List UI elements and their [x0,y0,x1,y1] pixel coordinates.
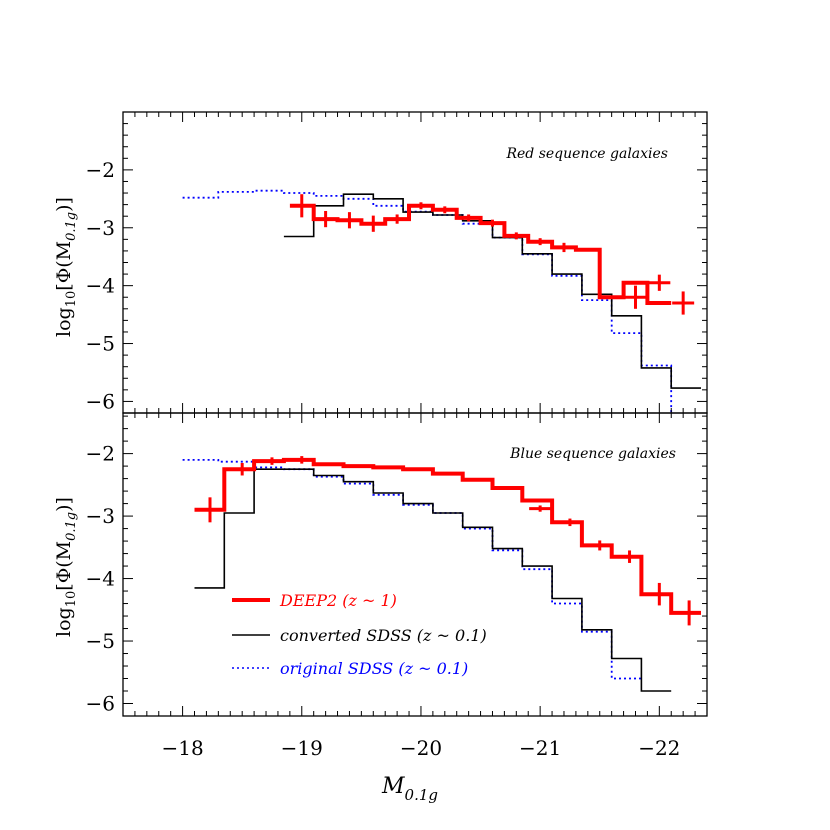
red-y-tick-label: −2 [86,158,115,182]
legend-label-original: original SDSS (z ~ 0.1) [280,659,468,678]
panels-layer: −2 −3 −4 −5 −6 −2 −3 −4 −5 −6 −18 −19 −20 −21 −22 [86,111,708,760]
blue-y-tick-label: −4 [86,567,115,591]
x-tick-label: −19 [281,736,323,760]
x-axis-title: M0.1g [381,774,438,804]
y-axis-title-top: log10[Φ(M0.1g)] [53,197,79,337]
red-plot-area [182,189,701,413]
blue-panel: −2 −3 −4 −5 −6 [86,412,708,717]
blue-y-tick-label: −2 [86,442,115,466]
red-series-converted-sdss [283,193,701,389]
legend-label-converted: converted SDSS (z ~ 0.1) [280,626,487,645]
blue-y-tick-label: −6 [86,692,115,716]
red-series-original-sdss [182,189,673,413]
red-panel: −2 −3 −4 −5 −6 [86,111,708,414]
x-tick-label: −21 [519,736,561,760]
red-y-tick-label: −4 [86,274,115,298]
legend: DEEP2 (z ~ 1) converted SDSS (z ~ 0.1) o… [232,591,487,678]
red-series-deep2 [289,203,672,305]
blue-series-original-sdss [182,459,642,680]
red-y-tick-label: −6 [86,389,115,413]
blue-y-tick-label: −5 [86,629,115,653]
x-tick-label: −18 [161,736,203,760]
blue-series-deep2 [194,457,701,615]
legend-label-deep2: DEEP2 (z ~ 1) [279,591,397,610]
x-tick-label: −22 [638,736,680,760]
y-axis-title-bottom: log10[Φ(M0.1g)] [53,497,79,637]
red-y-tick-label: −3 [86,216,115,240]
blue-series-converted-sdss [194,468,672,692]
blue-panel-title: Blue sequence galaxies [509,446,676,462]
red-y-tick-label: −5 [86,332,115,356]
blue-y-tick-label: −3 [86,504,115,528]
x-tick-label: −20 [400,736,442,760]
red-panel-title: Red sequence galaxies [505,146,668,162]
blue-plot-area [182,456,701,692]
blue-panel-frame [122,412,708,717]
